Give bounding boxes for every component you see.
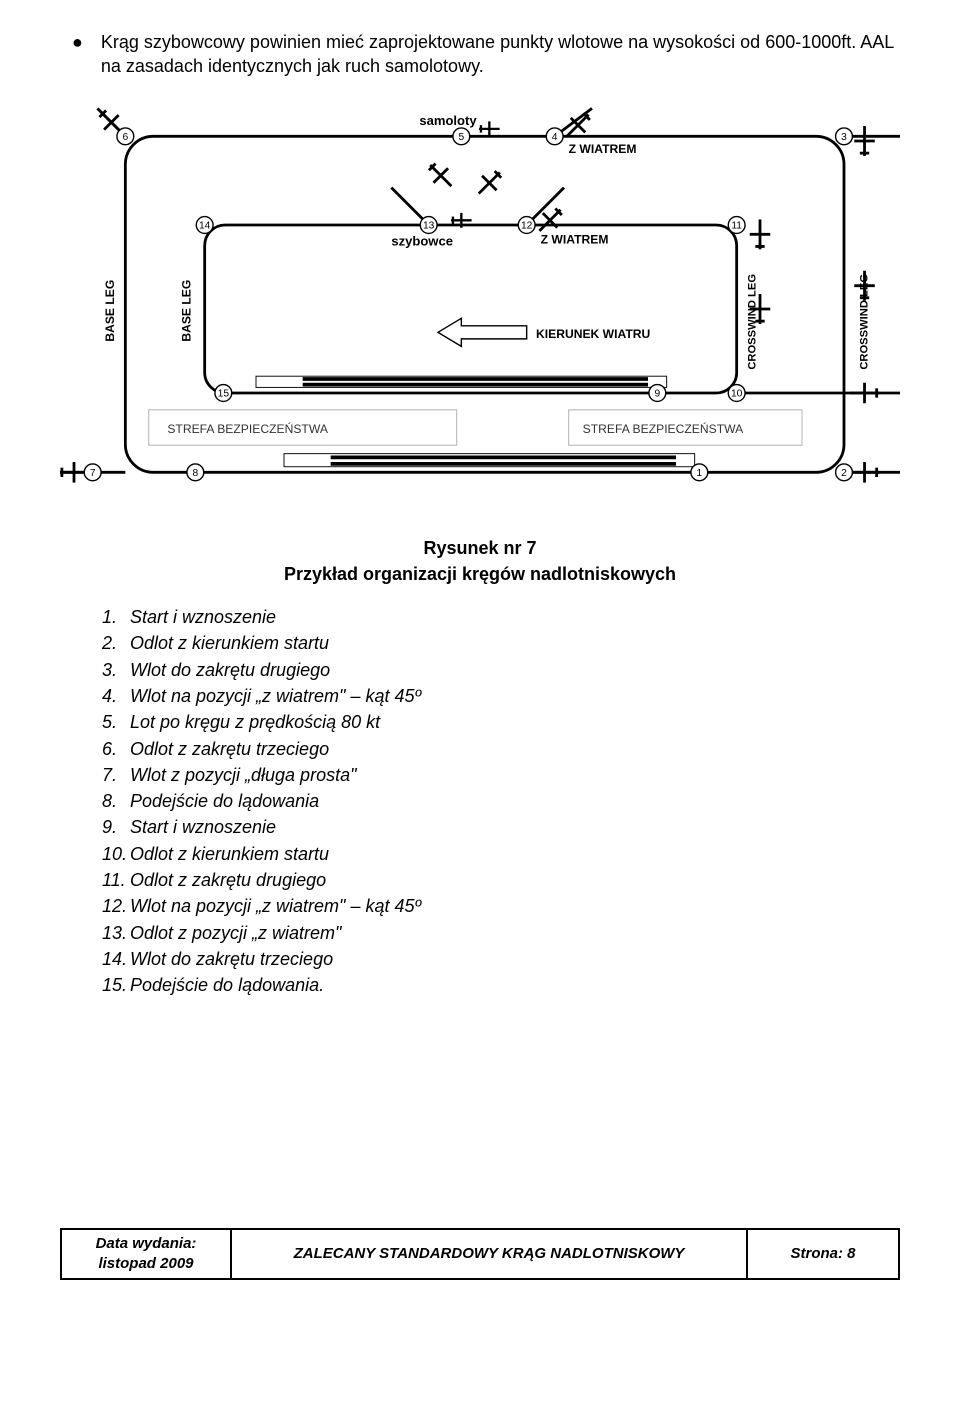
list-item: 6.Odlot z zakrętu trzeciego [102,737,900,761]
label-szybowce: szybowce [391,233,453,248]
label-base-leg-1: BASE LEG [103,279,117,341]
list-item: 8.Podejście do lądowania [102,789,900,813]
list-item: 7.Wlot z pozycji „długa prosta" [102,763,900,787]
label-zwiatrem-1: Z WIATREM [569,142,637,156]
list-item: 11.Odlot z zakrętu drugiego [102,868,900,892]
footer-title: ZALECANY STANDARDOWY KRĄG NADLOTNISKOWY [294,1244,685,1264]
svg-text:13: 13 [423,220,435,231]
label-zwiatrem-2: Z WIATREM [541,232,609,246]
label-kierunek-wiatru: KIERUNEK WIATRU [536,327,651,341]
footer-date-value: listopad 2009 [72,1254,220,1274]
svg-text:1: 1 [696,468,702,479]
svg-text:15: 15 [218,388,230,399]
traffic-pattern-diagram: STREFA BEZPIECZEŃSTWA STREFA BEZPIECZEŃS… [60,99,900,500]
footer-page-cell: Strona: 8 [748,1230,898,1279]
page-footer: Data wydania: listopad 2009 ZALECANY STA… [60,1228,900,1281]
footer-title-cell: ZALECANY STANDARDOWY KRĄG NADLOTNISKOWY [232,1230,748,1279]
footer-page-label: Strona: [790,1244,843,1264]
svg-text:8: 8 [192,468,198,479]
svg-text:3: 3 [841,132,847,143]
svg-text:14: 14 [199,220,211,231]
intro-paragraph: ● Krąg szybowcowy powinien mieć zaprojek… [60,30,900,79]
svg-text:7: 7 [90,468,96,479]
svg-text:4: 4 [552,132,558,143]
svg-text:5: 5 [458,132,464,143]
label-base-leg-2: BASE LEG [180,279,194,341]
footer-date-cell: Data wydania: listopad 2009 [62,1230,232,1279]
diagram-container: STREFA BEZPIECZEŃSTWA STREFA BEZPIECZEŃS… [60,99,900,500]
numbered-list: 1.Start i wznoszenie2.Odlot z kierunkiem… [102,605,900,997]
footer-page-value: 8 [847,1244,855,1264]
svg-text:6: 6 [122,132,128,143]
label-strefa-1: STREFA BEZPIECZEŃSTWA [167,421,328,436]
list-item: 14.Wlot do zakrętu trzeciego [102,947,900,971]
svg-text:11: 11 [731,220,742,231]
list-item: 12.Wlot na pozycji „z wiatrem" – kąt 45º [102,894,900,918]
caption-line-2: Przykład organizacji kręgów nadlotniskow… [60,561,900,587]
footer-date-label: Data wydania: [72,1234,220,1254]
list-item: 10.Odlot z kierunkiem startu [102,842,900,866]
label-strefa-2: STREFA BEZPIECZEŃSTWA [583,421,744,436]
list-item: 13.Odlot z pozycji „z wiatrem" [102,921,900,945]
svg-text:12: 12 [521,220,533,231]
figure-caption: Rysunek nr 7 Przykład organizacji kręgów… [60,535,900,587]
svg-text:2: 2 [841,468,847,479]
list-item: 15.Podejście do lądowania. [102,973,900,997]
svg-text:10: 10 [731,388,743,399]
list-item: 1.Start i wznoszenie [102,605,900,629]
list-item: 2.Odlot z kierunkiem startu [102,631,900,655]
list-item: 3.Wlot do zakrętu drugiego [102,658,900,682]
intro-text: Krąg szybowcowy powinien mieć zaprojekto… [101,30,900,79]
bullet-icon: ● [72,30,83,79]
svg-text:9: 9 [654,388,660,399]
label-samoloty: samoloty [419,113,477,128]
list-item: 5.Lot po kręgu z prędkością 80 kt [102,710,900,734]
list-item: 4.Wlot na pozycji „z wiatrem" – kąt 45º [102,684,900,708]
caption-line-1: Rysunek nr 7 [60,535,900,561]
list-item: 9.Start i wznoszenie [102,815,900,839]
